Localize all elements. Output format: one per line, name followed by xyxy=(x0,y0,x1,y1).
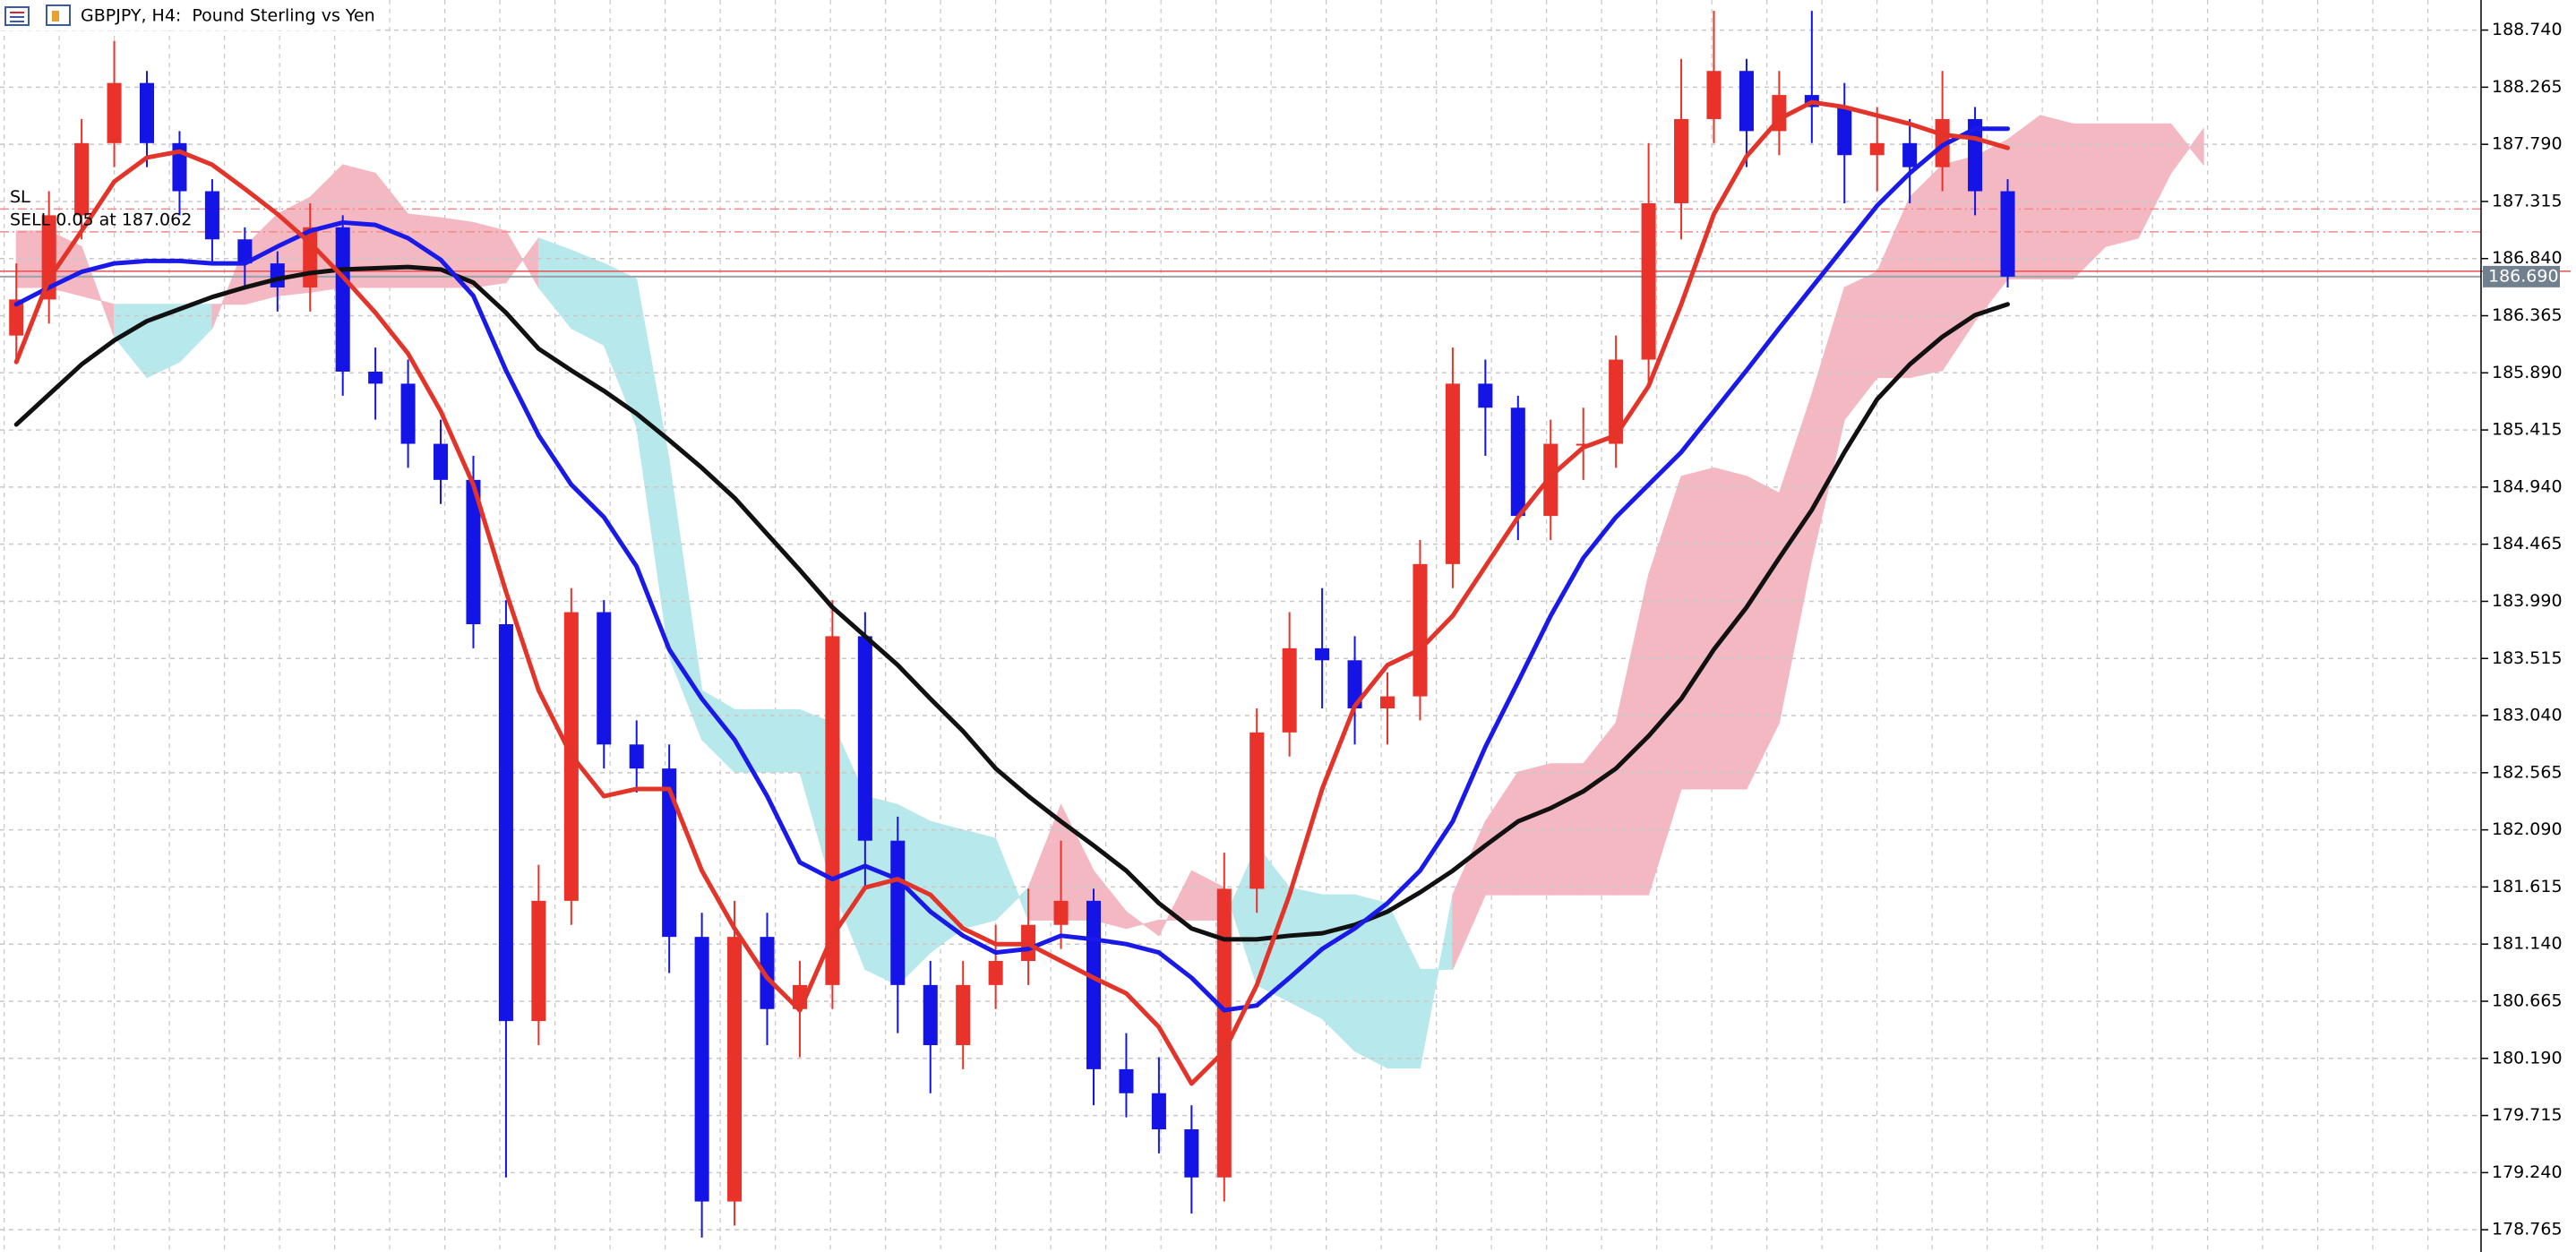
price-label: 186.690 xyxy=(2488,266,2559,286)
candle-body xyxy=(41,215,56,300)
y-tick-label: 182.090 xyxy=(2492,819,2563,839)
cloud-segment xyxy=(571,249,605,347)
candle-body xyxy=(1413,563,1428,697)
cloud-segment xyxy=(734,708,769,773)
candle-body xyxy=(1478,383,1493,408)
icon-fill xyxy=(52,11,59,21)
y-tick-label: 179.240 xyxy=(2492,1162,2563,1182)
candle-body xyxy=(107,82,122,143)
candle-body xyxy=(434,443,449,480)
candle-body xyxy=(1902,142,1918,167)
moving-average xyxy=(13,99,2011,1086)
y-tick-label: 183.040 xyxy=(2492,706,2563,725)
y-tick-label: 186.365 xyxy=(2492,305,2563,325)
y-tick-label: 178.765 xyxy=(2492,1220,2563,1239)
candle-body xyxy=(498,623,513,1022)
candle-body xyxy=(2000,191,2015,277)
candle-body xyxy=(1086,900,1102,1069)
candle-body xyxy=(857,636,872,841)
y-tick-label: 183.990 xyxy=(2492,591,2563,611)
candle-body xyxy=(694,937,709,1202)
candle-body xyxy=(923,984,938,1046)
candle-body xyxy=(597,612,612,745)
candle-body xyxy=(1674,118,1689,203)
candle-body xyxy=(368,371,383,384)
chart-title: GBPJPY, H4: Pound Sterling vs Yen xyxy=(81,6,375,26)
candle-body xyxy=(335,227,350,372)
candle-body xyxy=(1445,383,1460,564)
candle-body xyxy=(1609,359,1624,444)
candle-body xyxy=(1641,202,1656,360)
candle-body xyxy=(1249,732,1265,889)
cloud-segment xyxy=(2170,122,2204,175)
candle-body xyxy=(270,263,285,287)
candle-body xyxy=(1184,1129,1199,1178)
y-tick-label: 181.140 xyxy=(2492,934,2563,954)
cloud-segment xyxy=(2039,115,2074,280)
candle-body xyxy=(237,239,253,264)
menu-icon[interactable] xyxy=(4,6,30,26)
candle-body xyxy=(531,900,546,1022)
candle-body xyxy=(629,744,644,769)
candle-body xyxy=(956,984,971,1046)
candle-body xyxy=(662,768,677,938)
y-tick-label: 187.790 xyxy=(2492,134,2563,154)
candle-body xyxy=(988,961,1003,985)
candle-body xyxy=(1216,888,1232,1178)
candle-body xyxy=(825,636,840,985)
candle-body xyxy=(74,142,90,216)
candle-body xyxy=(1315,647,1330,661)
candle-body xyxy=(139,82,155,143)
candle-body xyxy=(204,191,219,240)
cloud-segment xyxy=(2105,123,2139,247)
candle-body xyxy=(466,479,481,624)
y-tick-label: 184.940 xyxy=(2492,476,2563,496)
candle-body xyxy=(760,937,775,1009)
y-tick-label: 179.715 xyxy=(2492,1105,2563,1125)
candle-body xyxy=(1053,900,1069,925)
candle-body xyxy=(1282,647,1297,733)
y-tick-label: 186.840 xyxy=(2492,248,2563,268)
candle-body xyxy=(1739,71,1754,132)
candle-body xyxy=(400,383,416,444)
candle-body xyxy=(1543,443,1558,517)
candle-body xyxy=(1119,1068,1134,1093)
candle-body xyxy=(1576,443,1591,446)
candle-body xyxy=(1837,107,1852,156)
cloud-segment xyxy=(962,828,997,930)
y-tick-label: 185.415 xyxy=(2492,420,2563,440)
candle-body xyxy=(890,840,906,985)
candle-body xyxy=(1706,71,1722,119)
candle-body xyxy=(1379,696,1395,708)
y-tick-label: 185.890 xyxy=(2492,363,2563,382)
y-tick-label: 188.740 xyxy=(2492,20,2563,39)
y-tick-label: 187.315 xyxy=(2492,191,2563,210)
moving-average xyxy=(13,264,2011,942)
y-tick-label: 184.465 xyxy=(2492,534,2563,553)
y-tick-label: 182.565 xyxy=(2492,762,2563,782)
candle-body xyxy=(1869,142,1885,156)
window-icon[interactable] xyxy=(46,4,71,26)
y-tick-label: 181.615 xyxy=(2492,877,2563,896)
candle-body xyxy=(1347,660,1362,708)
order-label: SELL 0.05 at 187.062 xyxy=(10,210,192,229)
y-tick-label: 188.265 xyxy=(2492,77,2563,97)
y-tick-label: 180.190 xyxy=(2492,1048,2563,1068)
y-tick-label: 180.665 xyxy=(2492,990,2563,1010)
price-label-box xyxy=(2483,265,2560,287)
moving-average xyxy=(13,126,2011,1013)
candle-body xyxy=(727,937,743,1202)
y-tick-label: 183.515 xyxy=(2492,648,2563,668)
cloud-segment xyxy=(1680,467,1714,790)
candle-body xyxy=(1151,1093,1166,1130)
candle-body xyxy=(1510,407,1525,517)
candle-body xyxy=(9,299,24,336)
cloud-segment xyxy=(767,708,801,773)
order-label: SL xyxy=(10,187,30,207)
